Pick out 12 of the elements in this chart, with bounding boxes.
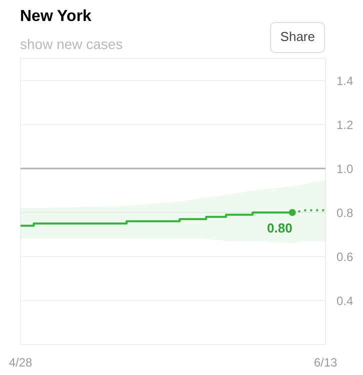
y-tick-label: 0.4 (336, 294, 354, 308)
chart-subtitle: show new cases (20, 35, 123, 54)
y-tick-label: 1.0 (336, 162, 354, 176)
x-tick-label: 6/13 (314, 356, 338, 370)
y-tick-label: 0.6 (336, 250, 354, 264)
chart-title: New York (20, 7, 92, 27)
x-tick-label: 4/28 (8, 356, 33, 370)
y-tick-label: 0.8 (336, 206, 354, 220)
annotation: 0.80 (267, 220, 292, 236)
text: Share (270, 22, 325, 53)
y-tick-label: 1.4 (336, 74, 354, 88)
y-tick-label: 1.2 (336, 118, 354, 132)
